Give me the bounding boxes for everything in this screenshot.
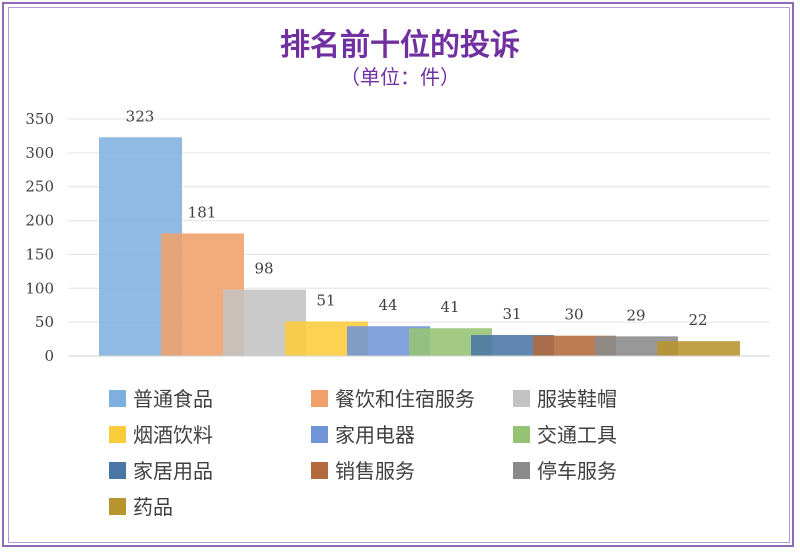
data-label: 41 xyxy=(440,298,459,316)
bar-10 xyxy=(657,341,740,356)
y-tick-label: 350 xyxy=(25,110,54,128)
bars xyxy=(99,137,740,356)
data-label: 44 xyxy=(378,296,397,314)
y-tick-label: 50 xyxy=(35,313,54,331)
data-label: 30 xyxy=(564,306,583,324)
legend-swatch xyxy=(109,498,126,515)
y-axis-ticks: 0 50 100 150 200 250 300 350 xyxy=(25,110,54,365)
legend-item: 普通食品 xyxy=(133,387,213,411)
gridlines xyxy=(68,118,770,323)
legend-swatch xyxy=(311,390,328,407)
legend-swatch xyxy=(513,426,530,443)
data-label: 181 xyxy=(188,203,217,221)
legend-item: 销售服务 xyxy=(335,459,415,483)
legend-swatch xyxy=(311,462,328,479)
legend-swatch xyxy=(513,462,530,479)
y-tick-label: 0 xyxy=(44,347,54,365)
data-label: 51 xyxy=(316,291,335,309)
legend-swatch xyxy=(109,390,126,407)
y-tick-label: 150 xyxy=(25,245,54,263)
legend-item: 家居用品 xyxy=(133,459,213,483)
legend-item: 服装鞋帽 xyxy=(537,387,617,411)
legend-item: 交通工具 xyxy=(537,423,617,447)
legend-swatch xyxy=(311,426,328,443)
y-tick-label: 300 xyxy=(25,144,54,162)
chart-title: 排名前十位的投诉 xyxy=(280,28,520,63)
legend-item: 烟酒饮料 xyxy=(133,423,213,447)
data-label: 323 xyxy=(126,107,155,125)
data-labels: 323 181 98 51 44 41 31 30 29 22 xyxy=(126,107,708,329)
legend-item: 餐饮和住宿服务 xyxy=(335,387,475,411)
y-tick-label: 250 xyxy=(25,178,54,196)
y-tick-label: 200 xyxy=(25,212,54,230)
legend-item: 家用电器 xyxy=(335,423,415,447)
chart-frame-inner xyxy=(8,7,790,543)
legend-item: 停车服务 xyxy=(537,459,617,483)
data-label: 31 xyxy=(502,305,521,323)
legend-swatch xyxy=(109,462,126,479)
legend-swatch xyxy=(513,390,530,407)
data-label: 98 xyxy=(254,260,273,278)
data-label: 29 xyxy=(626,306,645,324)
legend-swatch xyxy=(109,426,126,443)
y-tick-label: 100 xyxy=(25,279,54,297)
chart-subtitle: （单位：件） xyxy=(340,65,460,89)
data-label: 22 xyxy=(688,311,707,329)
chart-frame-outer xyxy=(2,2,794,547)
legend-item: 药品 xyxy=(133,495,173,519)
